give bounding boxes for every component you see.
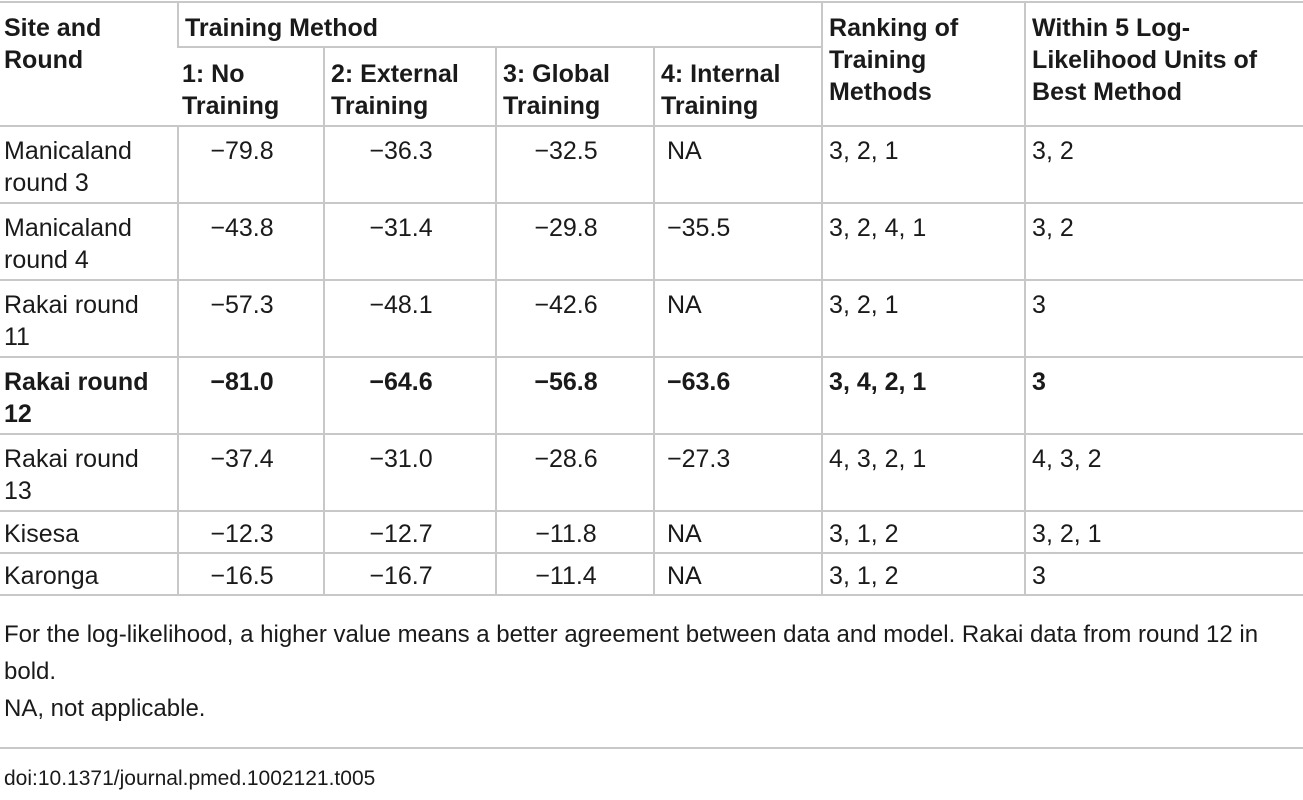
- value-cell: −16.7: [323, 553, 496, 596]
- table-row: Rakai round 13 −37.4 −31.0 −28.6 −27.3 4…: [0, 434, 1303, 512]
- header-method-2: 2: External Training: [323, 47, 496, 127]
- site-cell: Rakai round 11: [0, 280, 178, 358]
- ranking-cell: 3, 1, 2: [821, 511, 1026, 554]
- site-cell: Karonga: [0, 553, 178, 596]
- header-method-1: 1: No Training: [178, 47, 324, 127]
- value-cell: −57.3: [177, 280, 324, 358]
- results-table: Site and Round Training Method Ranking o…: [0, 1, 1303, 596]
- value-cell: −48.1: [323, 280, 496, 358]
- value-cell: −56.8: [495, 357, 654, 435]
- doi-link[interactable]: doi:10.1371/journal.pmed.1002121.t005: [4, 767, 376, 790]
- footnote-na: NA, not applicable.: [4, 695, 206, 722]
- within-cell: 3, 2: [1024, 126, 1303, 204]
- value-cell: −37.4: [177, 434, 324, 512]
- site-cell: Rakai round 13: [0, 434, 178, 512]
- table-row: Manicaland round 3 −79.8 −36.3 −32.5 NA …: [0, 126, 1303, 204]
- header-method-4: 4: Internal Training: [652, 47, 823, 127]
- ranking-cell: 3, 4, 2, 1: [821, 357, 1026, 435]
- ranking-cell: 3, 2, 1: [821, 126, 1026, 204]
- footer-divider: [0, 747, 1303, 749]
- ranking-cell: 3, 1, 2: [821, 553, 1026, 596]
- value-cell: −32.5: [495, 126, 654, 204]
- value-cell: NA: [652, 126, 823, 204]
- value-cell: −81.0: [177, 357, 324, 435]
- header-within-5: Within 5 Log-Likelihood Units of Best Me…: [1024, 1, 1303, 127]
- site-cell: Manicaland round 3: [0, 126, 178, 204]
- within-cell: 3: [1024, 357, 1303, 435]
- within-cell: 3, 2, 1: [1024, 511, 1303, 554]
- value-cell: −12.7: [323, 511, 496, 554]
- value-cell: −43.8: [177, 203, 324, 281]
- within-cell: 3, 2: [1024, 203, 1303, 281]
- table-row: Kisesa −12.3 −12.7 −11.8 NA 3, 1, 2 3, 2…: [0, 511, 1303, 554]
- within-cell: 4, 3, 2: [1024, 434, 1303, 512]
- site-cell: Rakai round 12: [0, 357, 178, 435]
- header-method-3: 3: Global Training: [495, 47, 654, 127]
- value-cell: −35.5: [652, 203, 823, 281]
- value-cell: −31.4: [323, 203, 496, 281]
- value-cell: −27.3: [652, 434, 823, 512]
- header-ranking: Ranking of Training Methods: [821, 1, 1026, 127]
- header-training-method: Training Method: [176, 1, 823, 48]
- ranking-cell: 3, 2, 1: [821, 280, 1026, 358]
- table-row: Karonga −16.5 −16.7 −11.4 NA 3, 1, 2 3: [0, 553, 1303, 596]
- value-cell: −36.3: [323, 126, 496, 204]
- value-cell: −12.3: [177, 511, 324, 554]
- value-cell: −28.6: [495, 434, 654, 512]
- site-cell: Kisesa: [0, 511, 178, 554]
- value-cell: −16.5: [177, 553, 324, 596]
- ranking-cell: 4, 3, 2, 1: [821, 434, 1026, 512]
- footnote-log-likelihood: For the log-likelihood, a higher value m…: [4, 621, 1259, 685]
- value-cell: −63.6: [652, 357, 823, 435]
- header-site-and-round: Site and Round: [0, 1, 178, 127]
- table-footnotes: For the log-likelihood, a higher value m…: [4, 616, 1294, 727]
- value-cell: −42.6: [495, 280, 654, 358]
- value-cell: −79.8: [177, 126, 324, 204]
- value-cell: −64.6: [323, 357, 496, 435]
- value-cell: −11.4: [495, 553, 654, 596]
- ranking-cell: 3, 2, 4, 1: [821, 203, 1026, 281]
- value-cell: NA: [652, 280, 823, 358]
- table-row: Manicaland round 4 −43.8 −31.4 −29.8 −35…: [0, 203, 1303, 281]
- table-row: Rakai round 11 −57.3 −48.1 −42.6 NA 3, 2…: [0, 280, 1303, 358]
- table-row-highlighted: Rakai round 12 −81.0 −64.6 −56.8 −63.6 3…: [0, 357, 1303, 435]
- within-cell: 3: [1024, 553, 1303, 596]
- within-cell: 3: [1024, 280, 1303, 358]
- value-cell: −11.8: [495, 511, 654, 554]
- value-cell: −29.8: [495, 203, 654, 281]
- site-cell: Manicaland round 4: [0, 203, 178, 281]
- value-cell: −31.0: [323, 434, 496, 512]
- value-cell: NA: [652, 511, 823, 554]
- value-cell: NA: [652, 553, 823, 596]
